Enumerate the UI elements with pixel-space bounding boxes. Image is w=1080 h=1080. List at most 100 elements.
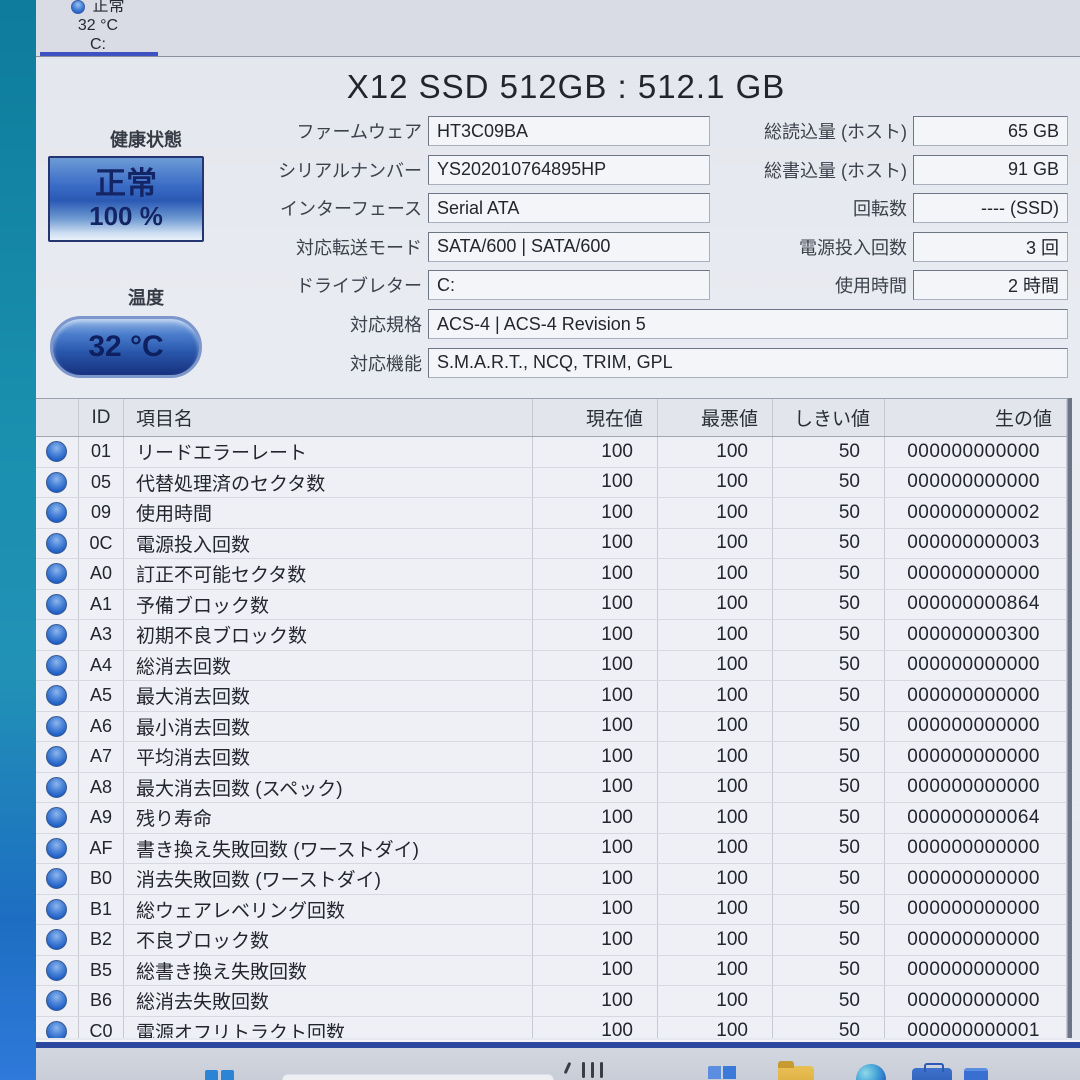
row-status-cell bbox=[34, 467, 79, 497]
table-row[interactable]: B5 総書き換え失敗回数 100 100 50 000000000000 bbox=[34, 955, 1067, 986]
info-field-value: HT3C09BA bbox=[428, 116, 710, 146]
row-status-cell bbox=[34, 681, 79, 711]
row-worst-cell: 100 bbox=[658, 833, 773, 863]
row-raw-cell: 000000000064 bbox=[885, 803, 1067, 833]
status-good-dot-icon bbox=[45, 837, 67, 859]
row-raw-cell: 000000000300 bbox=[885, 620, 1067, 650]
row-current-cell: 100 bbox=[533, 528, 658, 558]
row-status-cell bbox=[34, 955, 79, 985]
table-header-id: ID bbox=[79, 399, 124, 436]
row-raw-cell: 000000000000 bbox=[885, 437, 1067, 467]
table-row[interactable]: A6 最小消去回数 100 100 50 000000000000 bbox=[34, 711, 1067, 742]
stat-field-label: 回転数 bbox=[853, 199, 907, 220]
row-current-cell: 100 bbox=[533, 986, 658, 1016]
wide-field-label: 対応規格 bbox=[350, 315, 422, 335]
info-field-row: シリアルナンバー YS202010764895HP bbox=[202, 154, 710, 185]
table-row[interactable]: B0 消去失敗回数 (ワーストダイ) 100 100 50 0000000000… bbox=[34, 864, 1067, 895]
row-worst-cell: 100 bbox=[658, 1016, 773, 1038]
stat-field-row: 使用時間 2 時間 bbox=[677, 270, 1068, 301]
info-field-row: 対応転送モード SATA/600 | SATA/600 bbox=[202, 231, 710, 262]
table-row[interactable]: A4 総消去回数 100 100 50 000000000000 bbox=[34, 650, 1067, 681]
row-raw-cell: 000000000864 bbox=[885, 589, 1067, 619]
status-good-dot-icon bbox=[45, 532, 67, 554]
row-threshold-cell: 50 bbox=[773, 681, 885, 711]
start-icon[interactable] bbox=[708, 1066, 736, 1080]
table-row[interactable]: A7 平均消去回数 100 100 50 000000000000 bbox=[34, 742, 1067, 773]
table-row[interactable]: 0C 電源投入回数 100 100 50 000000000003 bbox=[34, 528, 1067, 559]
row-threshold-cell: 50 bbox=[773, 925, 885, 955]
row-raw-cell: 000000000000 bbox=[885, 772, 1067, 802]
table-row[interactable]: B1 総ウェアレベリング回数 100 100 50 000000000000 bbox=[34, 894, 1067, 925]
table-row[interactable]: A9 残り寿命 100 100 50 000000000064 bbox=[34, 803, 1067, 834]
row-id-cell: B1 bbox=[79, 894, 124, 924]
row-threshold-cell: 50 bbox=[773, 864, 885, 894]
row-id-cell: A0 bbox=[79, 559, 124, 589]
file-explorer-icon[interactable] bbox=[778, 1061, 814, 1080]
row-id-cell: B2 bbox=[79, 925, 124, 955]
table-row[interactable]: B2 不良ブロック数 100 100 50 000000000000 bbox=[34, 925, 1067, 956]
app-window-icon[interactable] bbox=[964, 1068, 988, 1080]
row-id-cell: A8 bbox=[79, 772, 124, 802]
row-current-cell: 100 bbox=[533, 467, 658, 497]
row-raw-cell: 000000000000 bbox=[885, 894, 1067, 924]
search-bar[interactable] bbox=[282, 1074, 554, 1080]
row-status-cell bbox=[34, 437, 79, 467]
row-threshold-cell: 50 bbox=[773, 437, 885, 467]
info-field-label: ファームウェア bbox=[296, 122, 422, 142]
table-row[interactable]: AF 書き換え失敗回数 (ワーストダイ) 100 100 50 00000000… bbox=[34, 833, 1067, 864]
info-field-label: シリアルナンバー bbox=[278, 160, 422, 181]
row-raw-cell: 000000000000 bbox=[885, 925, 1067, 955]
briefcase-app-icon[interactable] bbox=[912, 1063, 952, 1080]
table-row[interactable]: 01 リードエラーレート 100 100 50 000000000000 bbox=[34, 437, 1067, 468]
row-name-cell: 残り寿命 bbox=[124, 803, 533, 833]
drive-tab-letter: C: bbox=[90, 36, 106, 53]
stat-field-value: 3 回 bbox=[913, 231, 1068, 262]
stat-field-value: 65 GB bbox=[913, 116, 1068, 146]
table-body: 01 リードエラーレート 100 100 50 000000000000 05 … bbox=[34, 437, 1067, 1038]
temperature-button[interactable]: 32 °C bbox=[50, 316, 202, 378]
info-field-row: ファームウェア HT3C09BA bbox=[202, 116, 710, 146]
status-good-dot-icon bbox=[45, 654, 67, 676]
table-row[interactable]: B6 総消去失敗回数 100 100 50 000000000000 bbox=[34, 986, 1067, 1017]
table-row[interactable]: A3 初期不良ブロック数 100 100 50 000000000300 bbox=[34, 620, 1067, 651]
stat-field-value: ---- (SSD) bbox=[913, 193, 1068, 224]
row-name-cell: 総ウェアレベリング回数 bbox=[124, 894, 533, 924]
row-current-cell: 100 bbox=[533, 833, 658, 863]
row-status-cell bbox=[34, 650, 79, 680]
row-worst-cell: 100 bbox=[658, 467, 773, 497]
row-name-cell: 訂正不可能セクタ数 bbox=[124, 559, 533, 589]
table-header-current: 現在値 bbox=[533, 399, 658, 436]
edge-browser-icon[interactable] bbox=[856, 1064, 886, 1080]
status-good-dot-icon bbox=[45, 990, 67, 1012]
status-good-dot-icon bbox=[45, 715, 67, 737]
table-row[interactable]: A8 最大消去回数 (スペック) 100 100 50 000000000000 bbox=[34, 772, 1067, 803]
row-current-cell: 100 bbox=[533, 742, 658, 772]
row-threshold-cell: 50 bbox=[773, 1016, 885, 1038]
row-worst-cell: 100 bbox=[658, 650, 773, 680]
table-row[interactable]: 09 使用時間 100 100 50 000000000002 bbox=[34, 498, 1067, 529]
table-header-name: 項目名 bbox=[124, 399, 533, 436]
table-row[interactable]: A0 訂正不可能セクタ数 100 100 50 000000000000 bbox=[34, 559, 1067, 590]
row-name-cell: 最大消去回数 bbox=[124, 681, 533, 711]
drive-tab-status-line: 正常 bbox=[71, 0, 125, 16]
drive-tab-c[interactable]: 正常 32 °C C: bbox=[40, 0, 158, 56]
status-good-dot-icon bbox=[45, 685, 67, 707]
table-row[interactable]: A5 最大消去回数 100 100 50 000000000000 bbox=[34, 681, 1067, 712]
row-status-cell bbox=[34, 772, 79, 802]
row-status-cell bbox=[34, 559, 79, 589]
window-bottom-edge bbox=[0, 1040, 1080, 1048]
selected-tab-underline bbox=[40, 52, 158, 56]
wide-field-row: 対応規格 ACS-4 | ACS-4 Revision 5 bbox=[202, 309, 1068, 339]
stat-field-label: 総読込量 (ホスト) bbox=[764, 122, 907, 142]
info-field-value: C: bbox=[428, 270, 710, 301]
row-status-cell bbox=[34, 803, 79, 833]
pinned-app-icon[interactable] bbox=[205, 1070, 235, 1080]
table-row[interactable]: A1 予備ブロック数 100 100 50 000000000864 bbox=[34, 589, 1067, 620]
table-row[interactable]: C0 電源オフリトラクト回数 100 100 50 000000000001 bbox=[34, 1016, 1067, 1038]
row-worst-cell: 100 bbox=[658, 711, 773, 741]
row-threshold-cell: 50 bbox=[773, 803, 885, 833]
row-raw-cell: 000000000000 bbox=[885, 559, 1067, 589]
health-status-button[interactable]: 正常 100 % bbox=[48, 156, 204, 242]
table-row[interactable]: 05 代替処理済のセクタ数 100 100 50 000000000000 bbox=[34, 467, 1067, 498]
row-worst-cell: 100 bbox=[658, 681, 773, 711]
